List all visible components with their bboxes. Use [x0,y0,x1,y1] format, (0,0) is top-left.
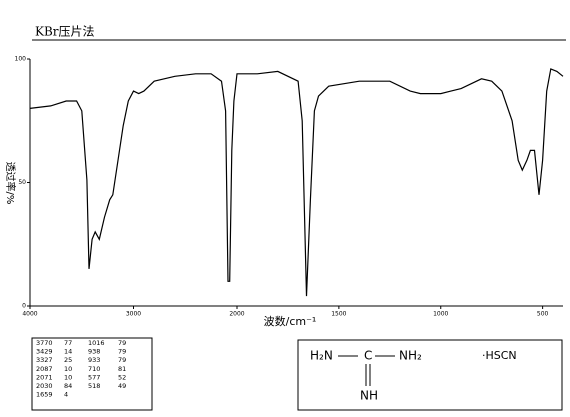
peak-table-cell: 1016 [88,339,105,347]
peak-table-cell: 77 [64,339,72,347]
y-tick-label: 100 [15,56,27,63]
structure-bottom: NH [360,389,378,403]
peak-table-cell: 2030 [36,382,53,390]
peak-table-cell: 84 [64,382,72,390]
peak-table-cell: 3770 [36,339,53,347]
peak-table-cell: 938 [88,348,100,356]
peak-table-cell: 79 [118,356,126,364]
peak-table-cell: 710 [88,365,100,373]
peak-table-cell: 25 [64,356,72,364]
structure-salt: ·HSCN [482,349,517,362]
x-tick-label: 500 [537,311,549,318]
x-tick-label: 3000 [126,311,141,318]
x-tick-label: 2000 [229,311,244,318]
y-tick-label: 0 [22,303,26,310]
peak-table-cell: 10 [64,373,72,381]
peak-table-cell: 4 [64,391,68,399]
peak-table-cell: 933 [88,356,100,364]
peak-table-cell: 14 [64,348,72,356]
spectrum-line [29,68,564,297]
peak-table-cell: 10 [64,365,72,373]
structure-right: NH₂ [399,349,422,363]
peak-table-cell: 79 [118,348,126,356]
peak-table-cell: 2071 [36,373,53,381]
peak-table-cell: 79 [118,339,126,347]
peak-table-cell: 3327 [36,356,53,364]
peak-table-cell: 3429 [36,348,53,356]
structure-box [297,339,563,411]
peak-table-box [31,337,153,411]
peak-table-cell: 49 [118,382,126,390]
peak-table-cell: 52 [118,373,126,381]
structure-center: C [364,349,372,363]
peak-table-cell: 1659 [36,391,53,399]
structure-left: H₂N [310,349,333,363]
y-tick-label: 50 [18,179,26,186]
peak-table-cell: 518 [88,382,100,390]
structure: H₂N C NH₂ NH ·HSCN [310,349,517,403]
x-axis-label: 波数/cm⁻¹ [264,315,317,328]
peak-table-cell: 81 [118,365,126,373]
header-title: KBr压片法 [35,25,95,39]
x-tick-label: 1000 [433,311,448,318]
peak-table-cell: 2087 [36,365,53,373]
y-axis-label: 透过率/% [4,162,17,205]
x-tick-label: 1500 [331,311,346,318]
peak-table-cell: 577 [88,373,100,381]
x-tick-label: 4000 [22,311,37,318]
